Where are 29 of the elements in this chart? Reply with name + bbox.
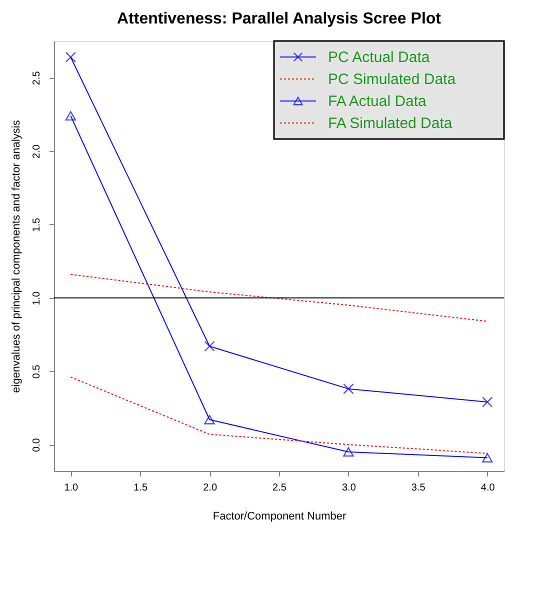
line-series [70, 274, 488, 322]
legend-label: FA Simulated Data [328, 115, 453, 132]
x-tick-label: 2.5 [272, 482, 287, 494]
x-tick-label: 3.0 [342, 482, 356, 494]
legend-label: PC Simulated Data [328, 71, 456, 88]
legend-label: FA Actual Data [328, 93, 428, 110]
y-tick-label: 0.0 [32, 438, 42, 452]
point [482, 453, 493, 462]
x-tick-label: 1.5 [134, 482, 148, 494]
x-tick-label: 2.0 [203, 482, 218, 494]
point [204, 340, 215, 352]
legend-label: PC Actual Data [328, 49, 430, 66]
x-tick-label: 1.0 [64, 482, 79, 494]
x-tick-label: 4.0 [480, 482, 496, 494]
point [343, 447, 354, 457]
y-tick-label: 1.5 [32, 218, 42, 232]
point [482, 396, 493, 408]
y-tick-label: 0.5 [32, 364, 42, 379]
x-axis-title: Factor/Component Number [212, 510, 346, 522]
y-tick-label: 2.5 [32, 70, 42, 86]
point [65, 111, 76, 121]
chart-title: Attentiveness: Parallel Analysis Scree Plot [117, 10, 442, 28]
point [65, 52, 76, 62]
y-tick-label: 1.0 [32, 290, 42, 306]
point [204, 414, 215, 424]
x-tick-label: 3.5 [411, 482, 426, 494]
point [343, 383, 354, 394]
y-tick-label: 2.0 [32, 144, 42, 159]
y-axis-title: eigenvalues of principal components and factor analysis [10, 120, 22, 393]
